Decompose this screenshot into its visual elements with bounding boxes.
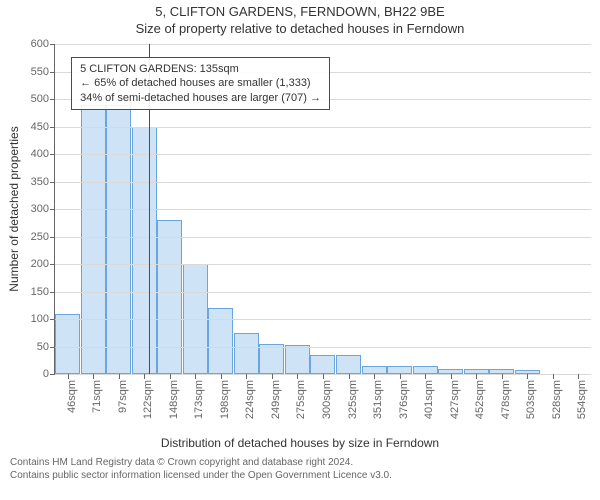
bar (157, 220, 182, 374)
y-axis-label: Number of detached properties (7, 126, 21, 291)
bar (310, 355, 335, 374)
grid-line (55, 264, 591, 265)
chart-titles: 5, CLIFTON GARDENS, FERNDOWN, BH22 9BE S… (0, 4, 600, 36)
x-tick-mark (349, 374, 350, 379)
x-axis-label: Distribution of detached houses by size … (0, 436, 600, 450)
x-tick-label: 97sqm (117, 380, 129, 413)
x-tick-mark (119, 374, 120, 379)
x-tick-mark (400, 374, 401, 379)
bar (362, 366, 387, 374)
footnote-line-2: Contains public sector information licen… (10, 469, 590, 482)
footnote: Contains HM Land Registry data © Crown c… (10, 456, 590, 482)
plot-area: 05010015020025030035040045050055060046sq… (54, 44, 591, 375)
footnote-line-1: Contains HM Land Registry data © Crown c… (10, 456, 590, 469)
bar (387, 366, 412, 374)
x-tick-label: 249sqm (270, 380, 282, 419)
y-tick-label: 300 (31, 203, 55, 215)
x-tick-mark (425, 374, 426, 379)
x-tick-label: 148sqm (168, 380, 180, 419)
y-tick-label: 600 (31, 38, 55, 50)
x-tick-label: 351sqm (372, 380, 384, 419)
x-tick-mark (272, 374, 273, 379)
bar (259, 344, 284, 374)
bar (336, 355, 361, 374)
chart-area: Number of detached properties 0501001502… (0, 36, 600, 436)
y-tick-label: 150 (31, 286, 55, 298)
x-tick-mark (93, 374, 94, 379)
grid-line (55, 127, 591, 128)
x-tick-label: 173sqm (193, 380, 205, 419)
bar (81, 105, 106, 375)
x-tick-label: 300sqm (321, 380, 333, 419)
x-tick-mark (68, 374, 69, 379)
x-tick-label: 122sqm (142, 380, 154, 419)
x-tick-label: 46sqm (66, 380, 78, 413)
x-tick-label: 503sqm (525, 380, 537, 419)
bar (234, 333, 259, 374)
y-tick-label: 500 (31, 93, 55, 105)
x-tick-mark (221, 374, 222, 379)
x-tick-mark (195, 374, 196, 379)
x-tick-mark (476, 374, 477, 379)
annotation-box: 5 CLIFTON GARDENS: 135sqm ← 65% of detac… (71, 57, 330, 110)
x-tick-label: 224sqm (244, 380, 256, 419)
x-tick-mark (553, 374, 554, 379)
x-tick-label: 71sqm (91, 380, 103, 413)
bar (106, 105, 131, 375)
annotation-line-3: 34% of semi-detached houses are larger (… (80, 91, 321, 105)
y-tick-label: 200 (31, 258, 55, 270)
grid-line (55, 154, 591, 155)
grid-line (55, 182, 591, 183)
x-tick-mark (578, 374, 579, 379)
bar (285, 345, 310, 374)
x-tick-label: 554sqm (576, 380, 588, 419)
grid-line (55, 44, 591, 45)
x-tick-label: 376sqm (398, 380, 410, 419)
x-tick-label: 275sqm (295, 380, 307, 419)
x-tick-mark (144, 374, 145, 379)
grid-line (55, 292, 591, 293)
y-tick-label: 350 (31, 176, 55, 188)
y-tick-label: 550 (31, 66, 55, 78)
x-tick-mark (170, 374, 171, 379)
bar (208, 308, 233, 374)
y-tick-label: 450 (31, 121, 55, 133)
annotation-line-1: 5 CLIFTON GARDENS: 135sqm (80, 62, 321, 76)
x-tick-label: 401sqm (423, 380, 435, 419)
annotation-line-2: ← 65% of detached houses are smaller (1,… (80, 76, 321, 90)
grid-line (55, 209, 591, 210)
y-tick-label: 400 (31, 148, 55, 160)
bar (132, 127, 157, 375)
x-tick-mark (502, 374, 503, 379)
x-tick-label: 452sqm (474, 380, 486, 419)
x-tick-mark (297, 374, 298, 379)
grid-line (55, 319, 591, 320)
chart-title-1: 5, CLIFTON GARDENS, FERNDOWN, BH22 9BE (0, 4, 600, 19)
x-tick-label: 427sqm (449, 380, 461, 419)
x-tick-mark (451, 374, 452, 379)
x-tick-label: 325sqm (347, 380, 359, 419)
y-tick-label: 50 (37, 341, 55, 353)
x-tick-mark (323, 374, 324, 379)
x-tick-mark (246, 374, 247, 379)
y-tick-label: 100 (31, 313, 55, 325)
bar (413, 366, 438, 374)
y-tick-label: 0 (43, 368, 55, 380)
y-tick-label: 250 (31, 231, 55, 243)
grid-line (55, 347, 591, 348)
grid-line (55, 237, 591, 238)
bar (55, 314, 80, 375)
x-tick-label: 478sqm (500, 380, 512, 419)
x-tick-label: 528sqm (551, 380, 563, 419)
chart-title-2: Size of property relative to detached ho… (0, 21, 600, 36)
x-tick-label: 198sqm (219, 380, 231, 419)
x-tick-mark (374, 374, 375, 379)
x-tick-mark (527, 374, 528, 379)
